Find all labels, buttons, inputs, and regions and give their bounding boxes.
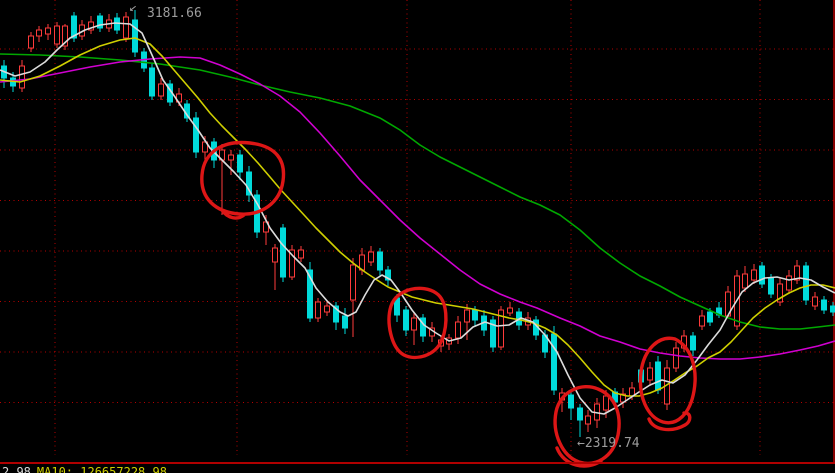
status-bar: 2.98 MA10: 126657228.98	[2, 466, 835, 473]
status-left-value: 2.98	[2, 465, 31, 473]
peak-price-label: 3181.66	[147, 7, 202, 20]
candles-layer	[1, 10, 835, 437]
hand-drawn-circle-1	[200, 140, 286, 220]
low-arrow-icon: ←	[577, 436, 585, 451]
status-separator	[0, 462, 835, 464]
low-price-value: 2319.74	[584, 436, 640, 451]
moving-averages-layer	[0, 22, 835, 415]
hand-drawn-circle-4	[638, 336, 697, 432]
peak-price-value: 3181.66	[147, 6, 202, 21]
ma-white-fast	[0, 22, 835, 415]
grid-layer	[0, 0, 835, 462]
hand-drawn-circle-2	[387, 286, 448, 360]
ma-magenta-mid	[0, 56, 835, 360]
low-price-label: ←2319.74	[577, 437, 640, 450]
ma10-yellow	[0, 37, 835, 397]
status-ma10-value: MA10: 126657228.98	[36, 465, 167, 473]
